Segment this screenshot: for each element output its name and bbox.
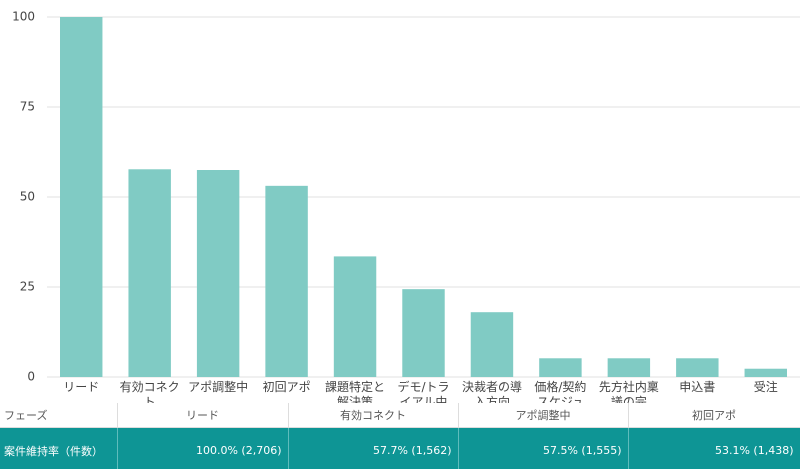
chart: 0 25 50 75 100 — [12, 10, 800, 384]
cell: 案件維持率（件数） — [0, 427, 118, 469]
y-tick-label: 75 — [20, 100, 35, 114]
bar — [402, 289, 445, 377]
bar — [676, 358, 719, 377]
data-row: 案件維持率（件数） 100.0% (2,706) 57.7% (1,562) 5… — [0, 427, 800, 469]
bar — [470, 312, 514, 377]
x-tick-label: 初回アポ — [262, 380, 311, 394]
bar — [265, 185, 308, 377]
bar — [60, 17, 103, 377]
x-tick-label: デモ/トライアル中 — [397, 380, 450, 403]
bar — [196, 170, 240, 377]
x-tick-label: 申込書 — [679, 380, 716, 394]
header-cell: 初回アポ — [628, 403, 800, 428]
y-tick-label: 0 — [27, 370, 35, 384]
x-tick-label: 受注 — [753, 380, 778, 394]
header-row: フェーズ リード 有効コネクト アポ調整中 初回アポ — [0, 403, 800, 428]
cell: 53.1% (1,438) — [628, 427, 800, 469]
bar — [744, 368, 787, 377]
x-tick-label: 価格/契約スケジュ — [534, 380, 587, 403]
x-tick-label: リード — [63, 380, 100, 394]
header-cell: 有効コネクト — [288, 403, 459, 428]
x-tick-label: 課題特定と解決策 — [325, 380, 386, 403]
y-tick-label: 50 — [20, 190, 35, 204]
header-cell: リード — [117, 403, 289, 428]
cell: 100.0% (2,706) — [117, 427, 289, 469]
x-tick-label: 決裁者の導入方向 — [461, 380, 522, 403]
x-tick-label: 有効コネクト — [119, 380, 180, 403]
bar — [333, 256, 377, 377]
summary-table: フェーズ リード 有効コネクト アポ調整中 初回アポ 案件維持率（件数） 100… — [0, 403, 800, 469]
bar — [607, 358, 651, 377]
cell: 57.5% (1,555) — [458, 427, 629, 469]
x-tick-label: アポ調整中 — [188, 380, 249, 394]
bar — [128, 169, 171, 377]
header-cell: アポ調整中 — [458, 403, 629, 428]
y-tick-label: 25 — [20, 280, 35, 294]
y-tick-label: 100 — [12, 10, 35, 24]
x-tick-label: 先方社内稟議の完 — [598, 380, 659, 403]
bar — [539, 358, 582, 377]
cell: 57.7% (1,562) — [288, 427, 459, 469]
header-cell: フェーズ — [0, 403, 118, 428]
